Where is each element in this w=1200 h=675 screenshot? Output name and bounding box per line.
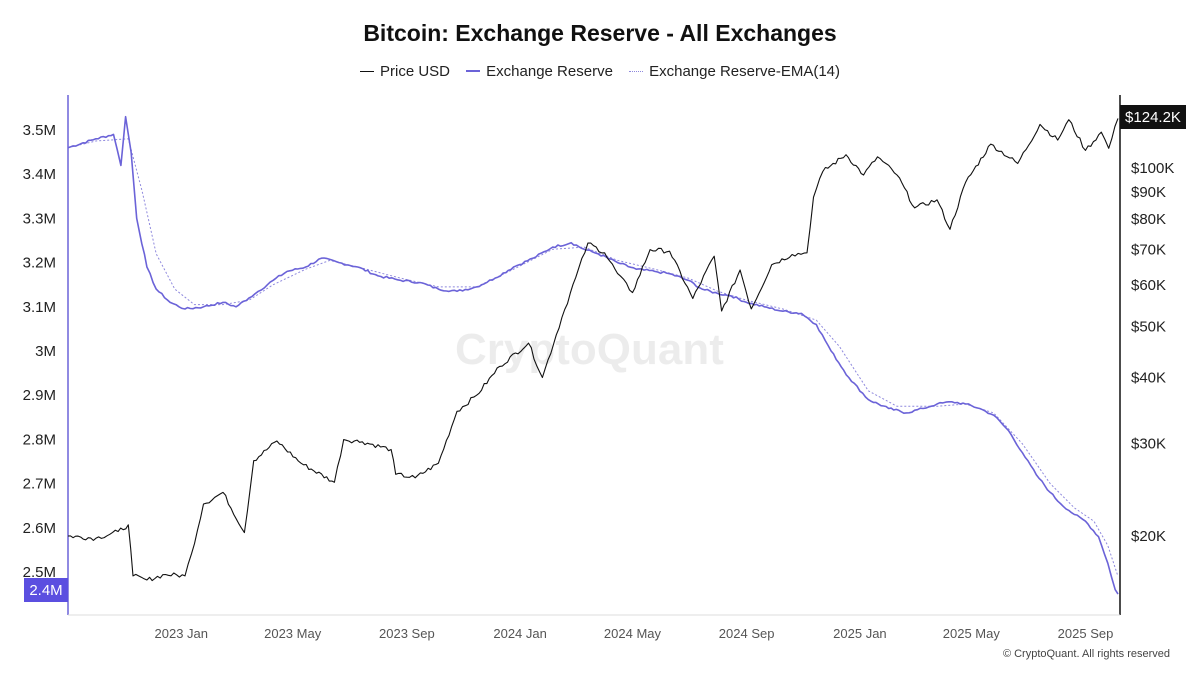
series-line-price-usd[interactable]: [67, 118, 1119, 582]
x-tick-label: 2025 Sep: [1058, 626, 1114, 641]
left-tick-label: 3.5M: [23, 122, 56, 139]
left-tick-label: 2.7M: [23, 476, 56, 493]
left-tick-label: 3.4M: [23, 166, 56, 183]
legend-label-ema: Exchange Reserve-EMA(14): [649, 63, 841, 80]
legend-item-reserve[interactable]: Exchange Reserve: [466, 63, 613, 80]
x-tick-label: 2023 Jan: [155, 626, 209, 641]
legend-item-ema[interactable]: Exchange Reserve-EMA(14): [629, 63, 840, 80]
left-current-value: 2.4M: [24, 578, 68, 602]
right-current-value: $124.2K: [1120, 105, 1186, 129]
left-tick-label: 3.3M: [23, 210, 56, 227]
copyright-notice: © CryptoQuant. All rights reserved: [1002, 648, 1170, 660]
x-tick-label: 2025 May: [943, 626, 1001, 641]
chart-series: [67, 115, 1119, 595]
chart-legend: Price USD Exchange Reserve Exchange Rese…: [0, 59, 1200, 80]
left-tick-label: 2.8M: [23, 431, 56, 448]
legend-label-reserve: Exchange Reserve: [486, 62, 613, 80]
legend-swatch-price: [359, 71, 374, 72]
right-tick-label: $20K: [1131, 528, 1166, 545]
x-tick-label: 2023 Sep: [379, 626, 435, 641]
chart-value-labels: 2.4M $124.2K: [24, 105, 1186, 602]
legend-swatch-reserve: [466, 70, 481, 72]
chart-axes: 3.5M 3.4M 3.3M 3.2M 3.1M 3M 2.9M 2.8M 2.7M 2.6M 2.…: [23, 95, 1174, 641]
right-tick-label: $60K: [1131, 277, 1166, 294]
right-tick-label: $100K: [1131, 160, 1174, 177]
left-tick-label: 2.9M: [23, 387, 56, 404]
series-line-exchange-reserve-ema-14-[interactable]: [67, 138, 1119, 577]
chart-title: Bitcoin: Exchange Reserve - All Exchange…: [363, 20, 837, 46]
right-tick-label: $80K: [1131, 211, 1166, 228]
legend-item-price[interactable]: Price USD: [359, 63, 450, 80]
x-tick-label: 2024 Sep: [719, 626, 775, 641]
right-tick-label: $30K: [1131, 435, 1166, 452]
legend-label-price: Price USD: [379, 63, 450, 80]
left-tick-label: 2.5M: [23, 564, 56, 581]
right-tick-label: $70K: [1131, 242, 1166, 259]
x-tick-label: 2025 Jan: [833, 626, 887, 641]
left-tick-label: 2.6M: [23, 520, 56, 537]
x-tick-label: 2023 May: [264, 626, 322, 641]
right-tick-label: $50K: [1131, 318, 1166, 335]
legend-swatch-ema: [629, 71, 644, 72]
right-tick-label: $90K: [1131, 184, 1166, 201]
left-tick-label: 3.1M: [23, 299, 56, 316]
right-tick-label: $40K: [1131, 370, 1166, 387]
left-tick-label: 3M: [35, 343, 56, 360]
x-tick-label: 2024 May: [604, 626, 662, 641]
series-line-exchange-reserve[interactable]: [67, 115, 1119, 595]
left-tick-label: 3.2M: [23, 255, 56, 272]
x-tick-label: 2024 Jan: [493, 626, 547, 641]
svg-text:$124.2K: $124.2K: [1125, 109, 1181, 126]
svg-text:2.4M: 2.4M: [29, 582, 62, 599]
